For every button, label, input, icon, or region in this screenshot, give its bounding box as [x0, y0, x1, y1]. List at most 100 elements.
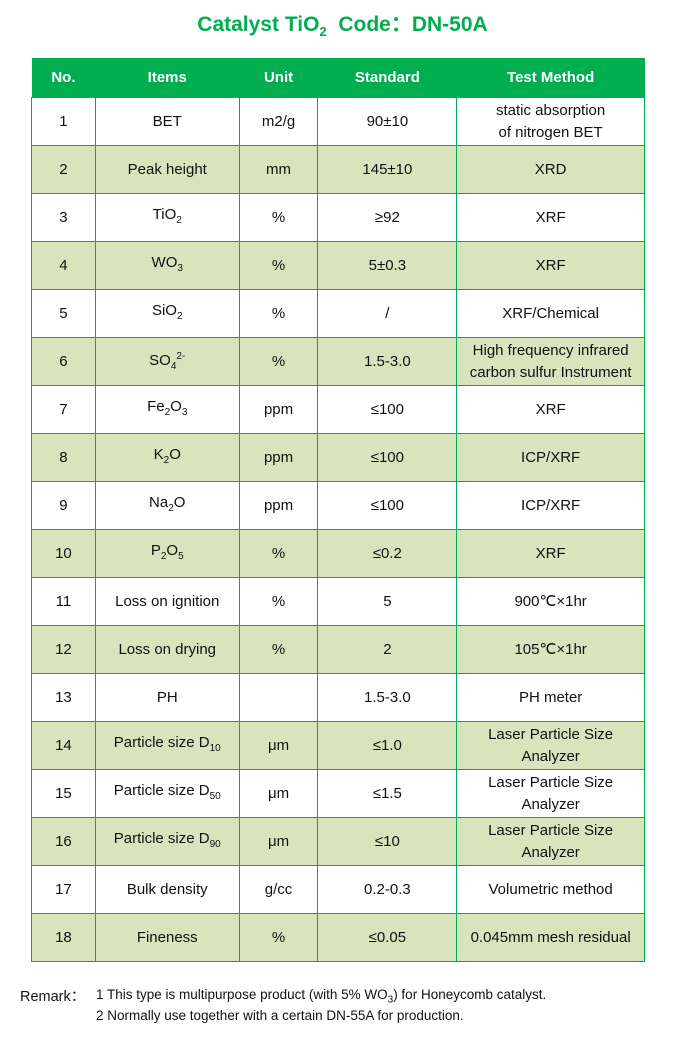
cell-no: 9 — [31, 481, 96, 530]
item-text-part: P — [150, 541, 161, 559]
table-row: 8 K2O ppm ≤100 ICP/XRF — [31, 433, 645, 482]
test-method-line: carbon sulfur Instrument — [469, 363, 632, 381]
remark-line-1: 1 This type is multipurpose product (wit… — [96, 987, 546, 1006]
cell-unit: m2/g — [238, 97, 319, 146]
cell-no: 1 — [31, 97, 96, 146]
cell-item: SO42- — [94, 337, 240, 386]
item-text-part: 2 — [160, 550, 167, 562]
item-text-part: 2 — [163, 454, 170, 466]
item-text-part: 50 — [209, 790, 221, 802]
cell-test-method: static absorption of nitrogen BET — [456, 97, 645, 146]
cell-unit: % — [238, 193, 319, 242]
test-method-line: 105℃×1hr — [514, 640, 587, 658]
item-text-part: Peak height — [127, 160, 207, 178]
cell-standard: ≤10 — [317, 817, 458, 866]
cell-item: BET — [94, 97, 240, 146]
cell-no: 12 — [31, 625, 96, 674]
spec-table: No. Items Unit Standard Test Method 1 BET… — [31, 58, 645, 962]
table-row: 7 Fe2O3 ppm ≤100 XRF — [31, 385, 645, 434]
table-row: 18 Fineness% ≤0.05 0.045mm mesh residual — [31, 913, 645, 962]
header-no: No. — [31, 58, 96, 98]
cell-test-method: XRF — [456, 385, 645, 434]
cell-test-method: XRF — [456, 241, 645, 290]
cell-standard: ≤1.0 — [317, 721, 458, 770]
cell-no: 13 — [31, 673, 96, 722]
item-text-part: O — [166, 541, 179, 559]
item-text-part: 2 — [176, 214, 182, 226]
cell-item: Particle size D50 — [94, 769, 240, 818]
cell-test-method: XRF — [456, 193, 645, 242]
cell-no: 5 — [31, 289, 96, 338]
cell-item: SiO2 — [94, 289, 240, 338]
item-text-part: WO — [151, 253, 178, 271]
test-method-line: XRF — [535, 208, 566, 226]
cell-item: Fe2O3 — [94, 385, 240, 434]
header-test-method: Test Method — [456, 58, 645, 98]
cell-unit: ppm — [238, 481, 319, 530]
cell-test-method: 105℃×1hr — [456, 625, 645, 674]
test-method-line: static absorption — [496, 101, 606, 119]
item-text-part: O — [170, 397, 182, 415]
cell-test-method: Laser Particle Size Analyzer — [456, 721, 645, 770]
test-method-line: Laser Particle Size — [488, 821, 614, 839]
cell-test-method: Volumetric method — [456, 865, 645, 914]
cell-unit: % — [238, 529, 319, 578]
item-text-part: Bulk density — [126, 880, 208, 898]
cell-test-method: XRF — [456, 529, 645, 578]
cell-item: Fineness — [94, 913, 240, 962]
test-method-line: Volumetric method — [488, 880, 613, 898]
item-text-part: Loss on ignition — [115, 592, 220, 610]
cell-standard: / — [317, 289, 458, 338]
cell-item: K2O — [94, 433, 240, 482]
cell-item: TiO2 — [94, 193, 240, 242]
item-text-part: Fe — [147, 397, 165, 415]
test-method-line: XRF — [535, 400, 566, 418]
item-text-part: 2- — [176, 350, 186, 362]
item-text-part: 10 — [209, 742, 221, 754]
cell-no: 18 — [31, 913, 96, 962]
cell-unit: % — [238, 913, 319, 962]
cell-item: Particle size D10 — [94, 721, 240, 770]
cell-unit: ppm — [238, 385, 319, 434]
item-text-part: Na — [149, 493, 169, 511]
table-row: 1 BET m2/g 90±10 static absorption of nitroge… — [31, 97, 645, 146]
cell-item: Loss on ignition — [94, 577, 240, 626]
test-method-line: XRF — [535, 544, 566, 562]
cell-item: Bulk density — [94, 865, 240, 914]
cell-unit: μm — [238, 769, 319, 818]
page-title: Catalyst TiO2 Code：DN-50A — [0, 8, 685, 39]
cell-test-method: PH meter — [456, 673, 645, 722]
test-method-line: Laser Particle Size — [488, 773, 614, 791]
cell-standard: ≤100 — [317, 433, 458, 482]
header-unit: Unit — [239, 58, 318, 98]
test-method-line: XRF/Chemical — [502, 304, 599, 322]
item-text-part: K — [153, 445, 164, 463]
remark-line-1-text: 1 This type is multipurpose product (wit… — [96, 987, 388, 1002]
title-text: Catalyst TiO — [197, 13, 320, 36]
cell-no: 6 — [31, 337, 96, 386]
table-row: 2 Peak height mm 145±10 XRD — [31, 145, 645, 194]
cell-no: 7 — [31, 385, 96, 434]
cell-item: Peak height — [94, 145, 240, 194]
cell-standard: 145±10 — [317, 145, 458, 194]
cell-unit: ppm — [238, 433, 319, 482]
test-method-line: XRD — [534, 160, 567, 178]
item-text-part: SiO — [151, 301, 177, 319]
cell-unit: % — [238, 337, 319, 386]
test-method-line: Analyzer — [521, 747, 580, 765]
table-row: 13 PH 1.5-3.0 PH meter — [31, 673, 645, 722]
cell-standard: 90±10 — [317, 97, 458, 146]
item-text-part: 4 — [170, 360, 177, 372]
cell-no: 16 — [31, 817, 96, 866]
table-row: 5 SiO2% / XRF/Chemical — [31, 289, 645, 338]
test-method-line: ICP/XRF — [521, 496, 581, 514]
table-row: 4 WO3% 5±0.3 XRF — [31, 241, 645, 290]
item-text-part: Particle size D — [113, 733, 210, 751]
table-row: 10 P2O5% ≤0.2 XRF — [31, 529, 645, 578]
cell-unit: μm — [238, 817, 319, 866]
cell-standard: ≤0.05 — [317, 913, 458, 962]
header-items: Items — [95, 58, 240, 98]
table-row: 9 Na2O ppm ≤100 ICP/XRF — [31, 481, 645, 530]
cell-no: 3 — [31, 193, 96, 242]
item-text-part: 5 — [178, 550, 184, 562]
